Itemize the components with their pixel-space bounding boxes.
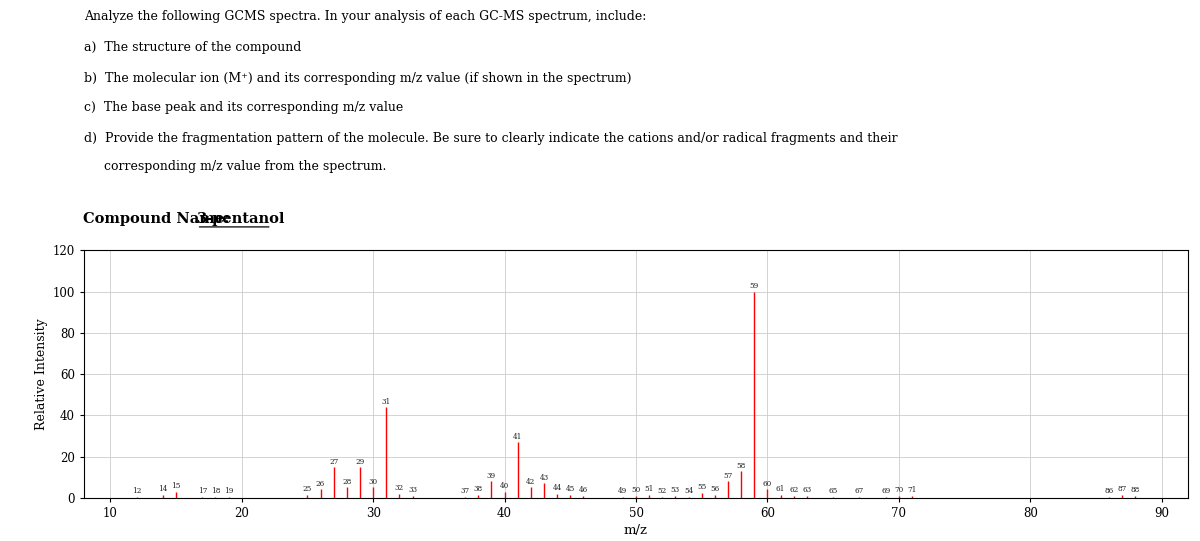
- Text: 49: 49: [618, 487, 628, 496]
- Text: 61: 61: [776, 485, 785, 493]
- Text: 44: 44: [552, 484, 562, 492]
- Text: 15: 15: [172, 482, 181, 490]
- Text: 39: 39: [487, 472, 496, 480]
- Text: 19: 19: [224, 487, 233, 496]
- Text: 56: 56: [710, 485, 720, 493]
- Text: 46: 46: [578, 486, 588, 494]
- Text: 38: 38: [474, 485, 482, 493]
- Text: 69: 69: [881, 487, 890, 496]
- Text: 86: 86: [1104, 487, 1114, 496]
- Text: 71: 71: [907, 486, 917, 494]
- Text: 54: 54: [684, 487, 694, 496]
- Text: 55: 55: [697, 483, 707, 491]
- Text: 37: 37: [461, 487, 469, 496]
- Text: 60: 60: [763, 480, 772, 488]
- Text: 63: 63: [803, 486, 811, 494]
- Text: 45: 45: [565, 485, 575, 493]
- Text: 52: 52: [658, 487, 667, 496]
- Text: 51: 51: [644, 485, 654, 493]
- X-axis label: m/z: m/z: [624, 524, 648, 537]
- Text: 14: 14: [158, 485, 168, 493]
- Text: 31: 31: [382, 398, 391, 406]
- Text: 58: 58: [737, 461, 745, 470]
- Text: 59: 59: [750, 282, 758, 291]
- Text: 67: 67: [854, 487, 864, 496]
- Text: 62: 62: [790, 486, 798, 494]
- Text: b)  The molecular ion (M⁺) and its corresponding m/z value (if shown in the spec: b) The molecular ion (M⁺) and its corres…: [84, 72, 631, 85]
- Text: 30: 30: [368, 478, 378, 486]
- Text: 17: 17: [198, 487, 206, 496]
- Text: 88: 88: [1130, 486, 1140, 494]
- Text: c)  The base peak and its corresponding m/z value: c) The base peak and its corresponding m…: [84, 101, 403, 114]
- Y-axis label: Relative Intensity: Relative Intensity: [36, 318, 48, 430]
- Text: 18: 18: [211, 487, 220, 496]
- Text: 50: 50: [631, 486, 641, 494]
- Text: 12: 12: [132, 487, 142, 496]
- Text: 27: 27: [329, 458, 338, 466]
- Text: 3-pentanol: 3-pentanol: [197, 212, 286, 226]
- Text: Compound Name:: Compound Name:: [83, 212, 235, 226]
- Text: 53: 53: [671, 486, 680, 494]
- Text: 28: 28: [342, 478, 352, 486]
- Text: 57: 57: [724, 472, 733, 480]
- Text: 43: 43: [540, 474, 548, 482]
- Text: 41: 41: [514, 433, 522, 441]
- Text: 25: 25: [302, 485, 312, 493]
- Text: 32: 32: [395, 484, 404, 492]
- Text: 26: 26: [316, 480, 325, 488]
- Text: 42: 42: [527, 478, 535, 486]
- Text: Analyze the following GCMS spectra. In your analysis of each GC-MS spectrum, inc: Analyze the following GCMS spectra. In y…: [84, 10, 647, 23]
- Text: 65: 65: [828, 487, 838, 496]
- Text: a)  The structure of the compound: a) The structure of the compound: [84, 41, 301, 54]
- Text: d)  Provide the fragmentation pattern of the molecule. Be sure to clearly indica: d) Provide the fragmentation pattern of …: [84, 132, 898, 145]
- Text: 70: 70: [894, 486, 904, 494]
- Text: corresponding m/z value from the spectrum.: corresponding m/z value from the spectru…: [84, 160, 386, 173]
- Text: 29: 29: [355, 458, 365, 466]
- Text: 33: 33: [408, 486, 418, 494]
- Text: 87: 87: [1117, 485, 1127, 493]
- Text: 40: 40: [500, 482, 509, 490]
